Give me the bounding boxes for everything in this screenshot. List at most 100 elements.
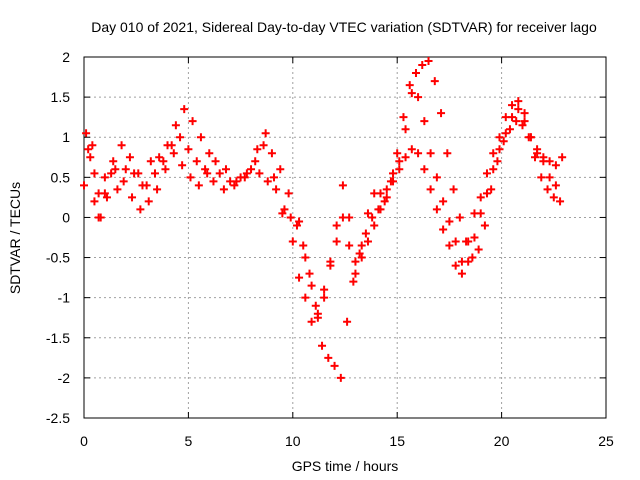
data-point — [439, 225, 448, 234]
data-point — [357, 253, 366, 262]
data-point — [514, 97, 523, 106]
data-point — [464, 257, 473, 266]
data-point — [482, 169, 491, 178]
data-point — [368, 213, 377, 222]
data-point — [305, 269, 314, 278]
data-point — [520, 109, 529, 118]
x-tick-label: 20 — [494, 433, 510, 449]
y-tick-label: -2 — [58, 370, 71, 386]
data-point — [278, 209, 287, 218]
data-point — [295, 217, 304, 226]
data-point — [194, 181, 203, 190]
data-point — [125, 153, 134, 162]
data-point — [301, 293, 310, 302]
data-point — [330, 361, 339, 370]
data-point — [117, 141, 126, 150]
data-point — [439, 197, 448, 206]
data-point — [389, 177, 398, 186]
data-point — [418, 61, 427, 70]
data-point — [253, 145, 262, 154]
data-point — [443, 149, 452, 158]
data-point — [426, 185, 435, 194]
series-track-3 — [84, 105, 560, 318]
data-point — [90, 197, 99, 206]
y-tick-label: -1 — [58, 290, 71, 306]
data-point — [128, 193, 137, 202]
data-point — [518, 121, 527, 130]
data-point — [389, 169, 398, 178]
data-point — [451, 237, 460, 246]
data-point — [520, 117, 529, 126]
data-point — [414, 93, 423, 102]
data-point — [558, 153, 567, 162]
data-point — [142, 181, 151, 190]
data-point — [336, 373, 345, 382]
data-point — [370, 221, 379, 230]
x-axis: 0 5 10 15 20 25 — [80, 57, 614, 449]
y-axis: -2.5 -2 -1.5 -1 -0.5 0 0.5 1 1.5 2 — [46, 49, 606, 426]
y-tick-label: 1.5 — [51, 89, 71, 105]
data-point — [449, 185, 458, 194]
data-point — [272, 185, 281, 194]
plot-frame — [83, 56, 607, 419]
data-point — [380, 197, 389, 206]
data-point — [167, 141, 176, 150]
data-point — [288, 237, 297, 246]
data-point — [414, 149, 423, 158]
data-point — [445, 217, 454, 226]
data-point — [121, 165, 130, 174]
data-point — [240, 173, 249, 182]
data-point — [144, 197, 153, 206]
data-point — [493, 157, 502, 166]
data-point — [111, 165, 120, 174]
data-point — [270, 173, 279, 182]
data-point — [171, 121, 180, 130]
data-point — [150, 169, 159, 178]
data-point — [457, 269, 466, 278]
y-tick-label: -1.5 — [46, 330, 70, 346]
data-point — [468, 253, 477, 262]
data-point — [437, 109, 446, 118]
data-point — [470, 233, 479, 242]
series-track-1 — [80, 89, 567, 326]
data-point — [136, 205, 145, 214]
data-point — [320, 293, 329, 302]
data-point — [430, 77, 439, 86]
data-point — [307, 281, 316, 290]
data-point — [318, 341, 327, 350]
data-point — [201, 165, 210, 174]
data-point — [251, 157, 260, 166]
data-point — [489, 149, 498, 158]
data-point — [376, 189, 385, 198]
data-point — [401, 125, 410, 134]
data-point — [146, 157, 155, 166]
data-point — [180, 105, 189, 114]
x-tick-label: 0 — [80, 433, 88, 449]
data-point — [556, 197, 565, 206]
data-point — [255, 169, 264, 178]
x-tick-label: 5 — [185, 433, 193, 449]
data-point — [495, 145, 504, 154]
data-point — [80, 181, 88, 190]
data-point — [313, 309, 322, 318]
data-point — [102, 193, 111, 202]
data-point — [280, 205, 289, 214]
data-point — [276, 165, 285, 174]
data-point — [399, 113, 408, 122]
data-point — [382, 185, 391, 194]
data-point — [501, 129, 510, 138]
data-point — [405, 81, 414, 90]
data-point — [543, 185, 552, 194]
data-point — [355, 249, 364, 258]
data-point — [551, 161, 560, 170]
data-point — [301, 253, 310, 262]
data-point — [420, 117, 429, 126]
data-point — [176, 133, 185, 142]
data-point — [286, 213, 295, 222]
data-point — [186, 173, 195, 182]
data-point — [349, 277, 358, 286]
data-point — [119, 177, 128, 186]
data-point — [307, 317, 316, 326]
data-point — [382, 193, 391, 202]
data-point — [407, 145, 416, 154]
